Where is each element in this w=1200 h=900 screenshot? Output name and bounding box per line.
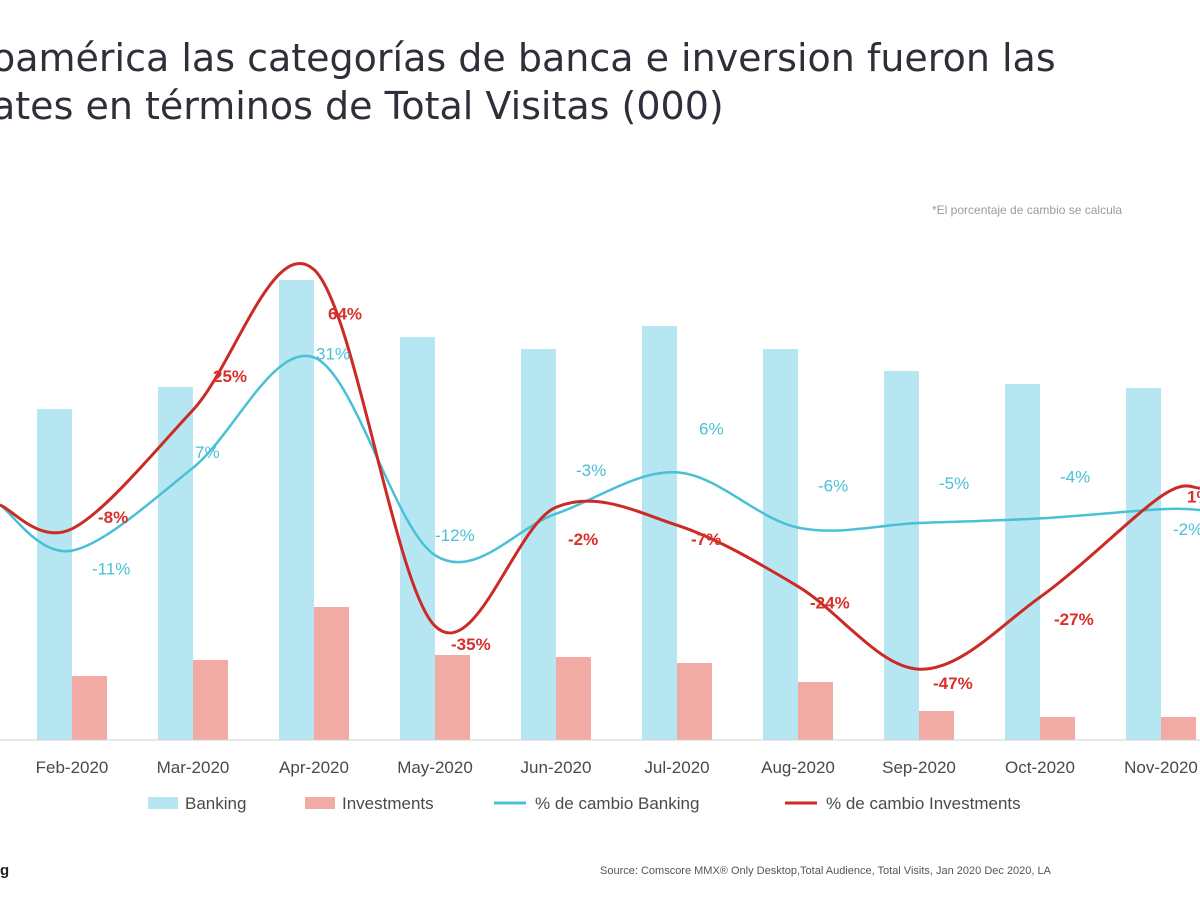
bar-investments: [556, 657, 591, 740]
x-tick-label: Sep-2020: [882, 758, 956, 777]
brand-logo: g: [0, 862, 10, 879]
data-label-investments-change: -24%: [810, 593, 850, 612]
data-label-banking-change: -12%: [435, 526, 475, 545]
bars-layer: [37, 280, 1196, 740]
bar-banking: [521, 349, 556, 740]
x-tick-label: Aug-2020: [761, 758, 835, 777]
bar-banking: [37, 409, 72, 740]
line-investments-change: [0, 262, 1200, 671]
x-axis: Feb-2020 Mar-2020 Apr-2020 May-2020 Jun-2020…: [0, 739, 1200, 777]
data-label-banking-change: -2%: [1173, 520, 1200, 539]
bar-banking: [763, 349, 798, 740]
bar-investments: [798, 682, 833, 740]
chart-title: oamérica las categorías de banca e inver…: [0, 34, 1200, 130]
x-tick-label: Nov-2020: [1124, 758, 1198, 777]
bar-banking: [1126, 388, 1161, 740]
legend: Banking Investments % de cambio Banking % d…: [148, 794, 1021, 813]
title-line-2: ates en términos de Total Visitas (000): [0, 84, 724, 128]
bar-investments: [314, 607, 349, 740]
lines-layer: [0, 262, 1200, 671]
x-tick-label: May-2020: [397, 758, 473, 777]
legend-label: Banking: [185, 794, 246, 813]
bar-investments: [677, 663, 712, 740]
data-label-investments-change: 25%: [213, 367, 247, 386]
bar-investments: [1040, 717, 1075, 740]
legend-swatch: [148, 797, 178, 809]
x-tick-label: Jul-2020: [644, 758, 709, 777]
legend-label: % de cambio Investments: [826, 794, 1021, 813]
footnote: *El porcentaje de cambio se calcula: [932, 203, 1123, 217]
x-tick-label: Mar-2020: [157, 758, 230, 777]
legend-label: Investments: [342, 794, 434, 813]
bar-banking: [279, 280, 314, 740]
legend-label: % de cambio Banking: [535, 794, 699, 813]
data-label-investments-change: -27%: [1054, 610, 1094, 629]
data-label-banking-change: -4%: [1060, 467, 1090, 486]
data-label-investments-change: 1%: [1187, 487, 1200, 506]
bar-investments: [919, 711, 954, 740]
data-label-banking-change: -11%: [92, 560, 130, 579]
bar-investments: [193, 660, 228, 740]
data-label-banking-change: -6%: [818, 477, 848, 496]
bar-banking: [158, 387, 193, 740]
data-label-banking-change: -5%: [939, 474, 969, 493]
bar-banking: [642, 326, 677, 740]
legend-swatch: [305, 797, 335, 809]
bar-investments: [72, 676, 107, 740]
bar-banking: [884, 371, 919, 740]
data-label-banking-change: 7%: [195, 443, 220, 462]
title-line-1: oamérica las categorías de banca e inver…: [0, 36, 1056, 80]
data-label-investments-change: -8%: [98, 508, 128, 527]
data-label-banking-change: 31%: [316, 344, 350, 363]
bar-investments: [1161, 717, 1196, 740]
x-tick-label: Oct-2020: [1005, 758, 1075, 777]
x-tick-label: Apr-2020: [279, 758, 349, 777]
data-labels-layer: -11% -8% 7% 25% 31% 64% -12% -35% -3% -2% 6% -7% -6%…: [92, 305, 1200, 694]
data-label-investments-change: -2%: [568, 530, 598, 549]
source-note: Source: Comscore MMX® Only Desktop,Total…: [600, 865, 1051, 877]
data-label-banking-change: 6%: [699, 419, 724, 438]
data-label-investments-change: -7%: [691, 530, 721, 549]
data-label-banking-change: -3%: [576, 461, 606, 480]
x-tick-label: Jun-2020: [521, 758, 592, 777]
data-label-investments-change: -35%: [451, 635, 491, 654]
data-label-investments-change: 64%: [328, 305, 362, 324]
bar-investments: [435, 655, 470, 740]
line-banking-change: [0, 354, 1200, 564]
data-label-investments-change: -47%: [933, 674, 973, 693]
bar-banking: [1005, 384, 1040, 740]
x-tick-label: Feb-2020: [36, 758, 109, 777]
